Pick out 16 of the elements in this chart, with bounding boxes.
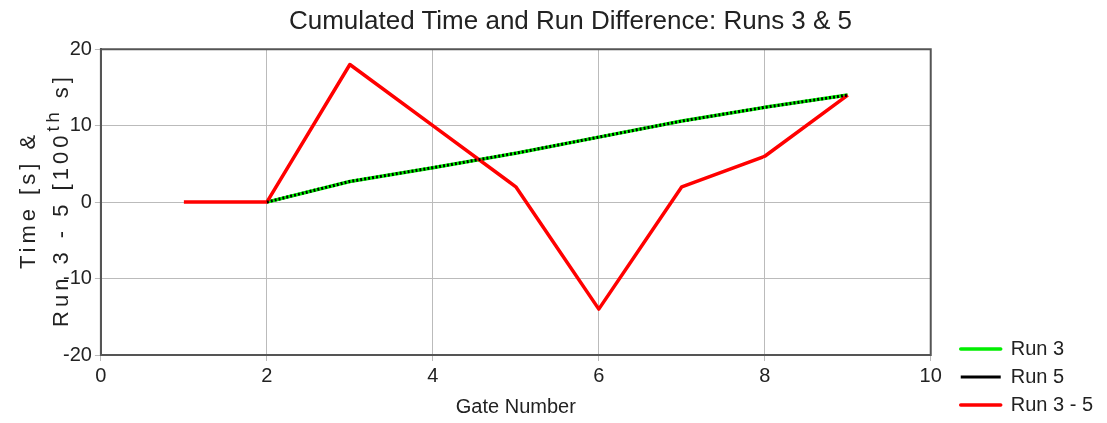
- x-tick-label: 6: [593, 363, 605, 386]
- x-tick-label: 10: [919, 363, 942, 386]
- x-tick-label: 4: [427, 363, 439, 386]
- chart-title: Cumulated Time and Run Difference: Runs 3 & 5: [288, 4, 853, 35]
- y-tick-label: 20: [69, 36, 92, 59]
- y-tick-label: -20: [63, 342, 92, 365]
- x-tick-label: 2: [261, 363, 273, 386]
- legend-label: Run 3: [1010, 336, 1065, 359]
- text: Time [s] &: [15, 130, 40, 270]
- x-axis-title: Gate Number: [455, 394, 577, 417]
- legend-label: Run 3 - 5: [1010, 392, 1093, 415]
- y-tick-label: 10: [69, 113, 92, 136]
- x-tick-label: 0: [95, 363, 107, 386]
- legend-label: Run 5: [1010, 364, 1065, 387]
- x-tick-label: 8: [759, 363, 771, 386]
- y-tick-label: 0: [80, 189, 92, 212]
